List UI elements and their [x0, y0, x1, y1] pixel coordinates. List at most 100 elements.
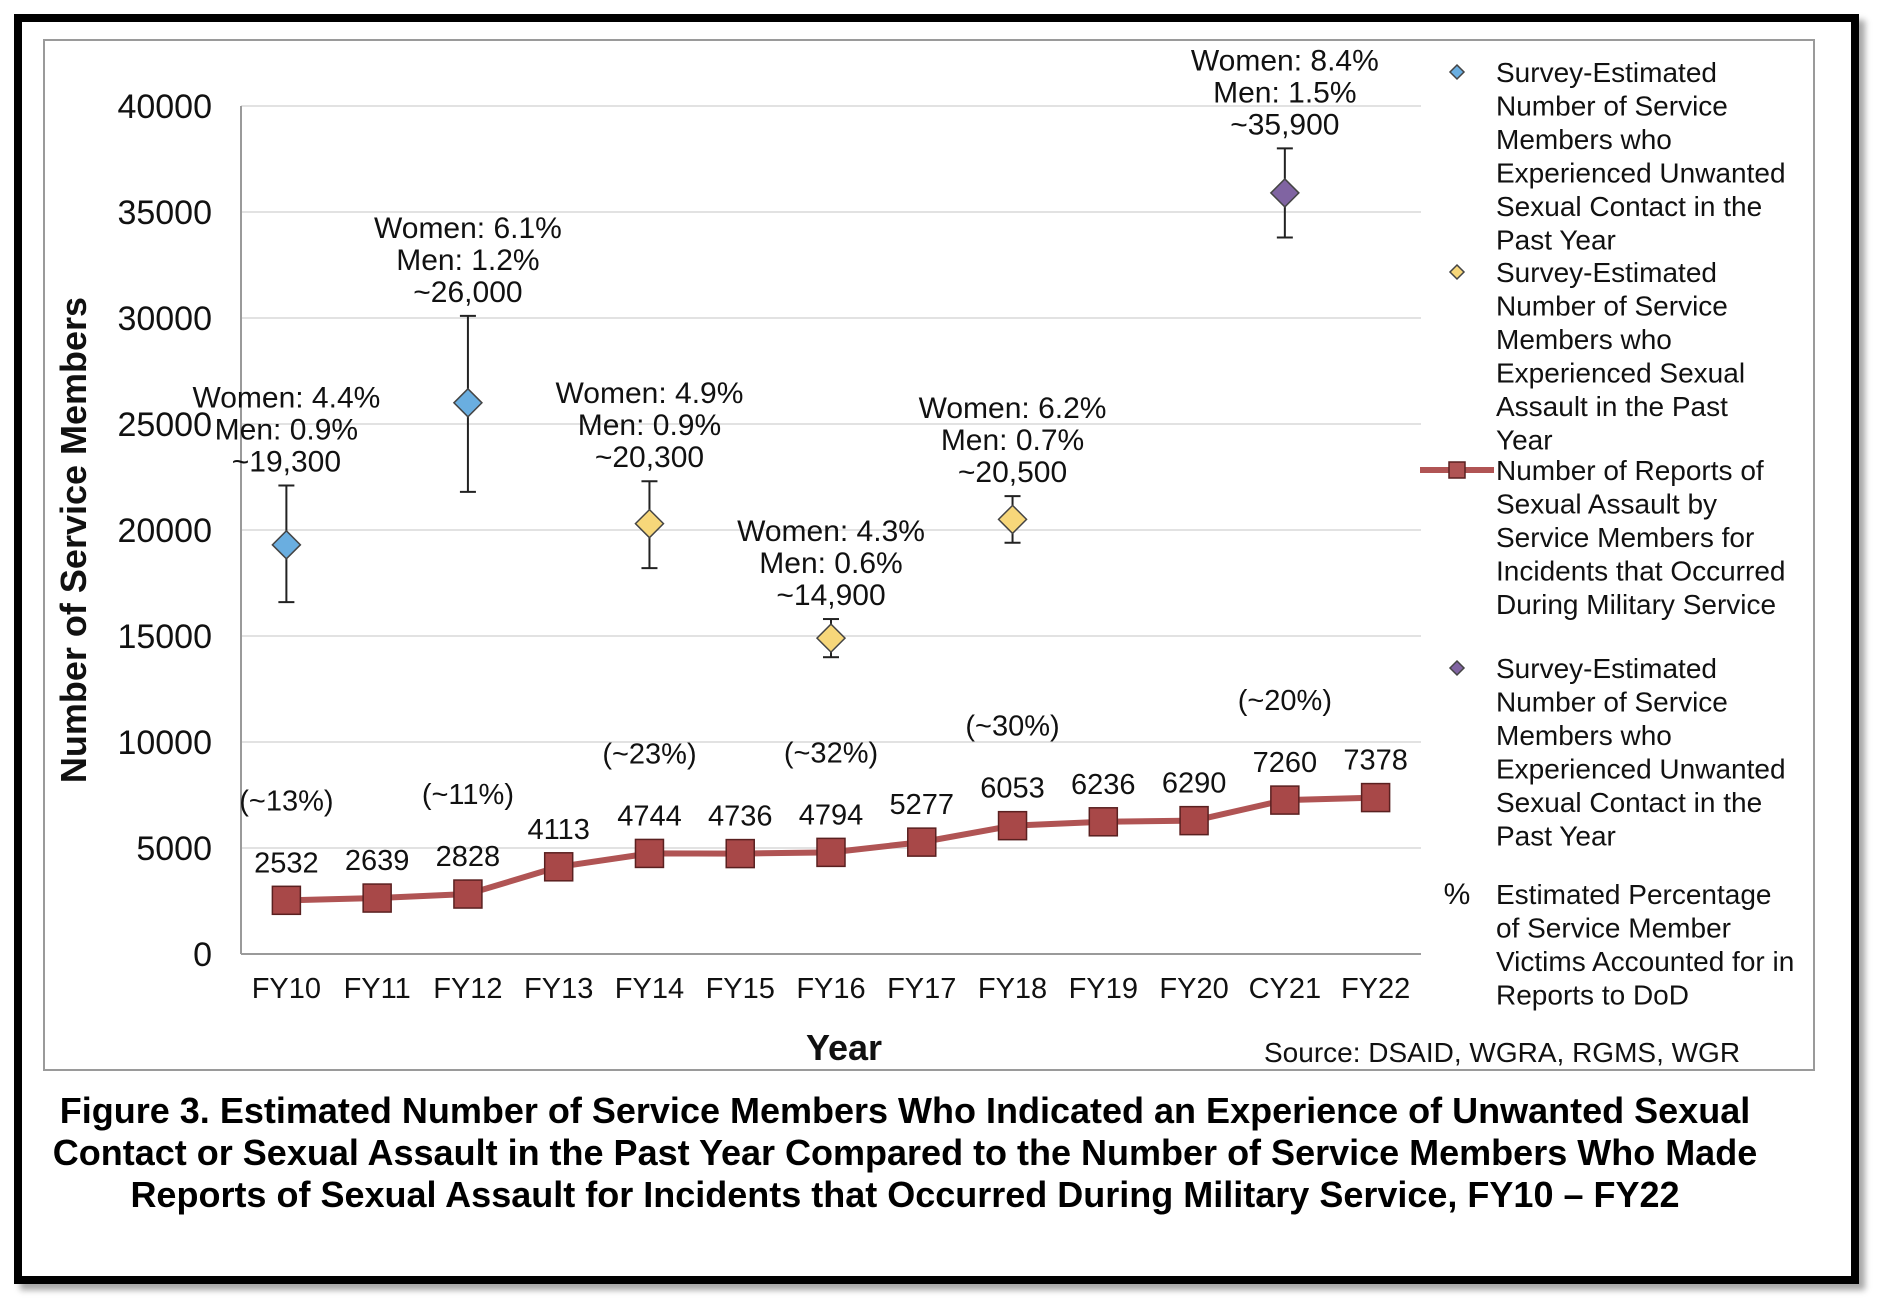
estimate-annotation: ~20,500: [958, 456, 1067, 489]
percentage-label: (~11%): [422, 779, 514, 811]
legend-text-line: Incidents that Occurred: [1496, 556, 1785, 587]
percentage-label: (~20%): [1238, 685, 1332, 717]
source-note: Source: DSAID, WGRA, RGMS, WGR: [1264, 1037, 1740, 1068]
gridlines: [240, 105, 1421, 955]
x-axis-ticks: FY10 FY11 FY12 FY13 FY14 FY15 FY16 FY17 FY18 FY19…: [252, 973, 1411, 1005]
legend-text-line: Year: [1496, 425, 1553, 456]
figure-frame: [14, 14, 1859, 1284]
x-tick-label: FY15: [706, 973, 775, 1005]
legend-text-line: Survey-Estimated: [1496, 257, 1717, 288]
plot-border: [43, 39, 1815, 1071]
legend-text-line: Assault in the Past: [1496, 391, 1728, 422]
y-axis-label: Number of Service Members: [53, 297, 94, 783]
percentage-label: (~13%): [239, 785, 333, 817]
estimate-annotation: Women: 4.4%: [192, 381, 380, 414]
reports-marker: [1360, 782, 1391, 813]
reports-data-label: 6236: [1071, 769, 1136, 801]
reports-marker: [816, 837, 846, 868]
legend-diamond-icon: [1448, 63, 1466, 81]
y-tick-label: 20000: [117, 512, 212, 550]
estimate-annotation: Women: 4.9%: [556, 377, 744, 410]
estimate-annotation: Men: 0.6%: [759, 547, 902, 580]
y-tick-label: 10000: [117, 724, 212, 762]
legend-text-line: Members who: [1496, 720, 1672, 751]
y-tick-label: 25000: [117, 406, 212, 444]
survey-estimate-diamond: [815, 623, 847, 654]
y-tick-label: 5000: [136, 830, 212, 868]
legend-text-line: Number of Reports of: [1496, 455, 1764, 486]
y-tick-label: 35000: [117, 194, 212, 232]
estimate-annotation: Women: 6.1%: [374, 212, 562, 245]
percentage-label: (~23%): [602, 738, 696, 770]
x-tick-label: CY21: [1249, 973, 1322, 1005]
x-axis-label: Year: [806, 1027, 882, 1068]
x-tick-label: FY11: [344, 973, 411, 1005]
legend-text-line: Experienced Sexual: [1496, 358, 1745, 389]
reports-data-label: 6290: [1162, 768, 1227, 800]
legend-text-line: Survey-Estimated: [1496, 57, 1717, 88]
estimate-annotation: ~19,300: [232, 445, 341, 478]
survey-estimate-diamond: [271, 529, 302, 560]
estimate-annotation: ~26,000: [413, 276, 522, 309]
reports-marker: [271, 885, 302, 916]
legend-diamond-icon: [1448, 263, 1466, 281]
legend-text-line: During Military Service: [1496, 589, 1776, 620]
survey-estimate-diamond: [634, 508, 665, 539]
x-tick-label: FY10: [252, 973, 321, 1005]
reports-data-label: 4744: [617, 800, 682, 832]
reports-marker: [634, 838, 665, 869]
reports-data-label: 4113: [528, 814, 590, 846]
percentage-label: (~32%): [784, 737, 878, 769]
legend-text-line: Estimated Percentage: [1496, 879, 1772, 910]
reports-marker: [907, 827, 937, 857]
legend-text-line: Sexual Contact in the: [1496, 787, 1762, 818]
legend-percent-icon: %: [1444, 878, 1471, 911]
x-tick-label: FY19: [1069, 973, 1138, 1005]
legend-square-icon: [1448, 461, 1466, 479]
legend-text-line: Past Year: [1496, 821, 1616, 852]
reports-data-label: 4736: [708, 801, 773, 833]
legend-text-line: Number of Service: [1496, 687, 1728, 718]
reports-data-label: 2532: [254, 847, 319, 879]
reports-data-label: 4794: [799, 799, 864, 831]
estimate-annotation: ~35,900: [1230, 108, 1339, 141]
x-tick-label: FY13: [524, 973, 593, 1005]
legend-text-line: Past Year: [1496, 225, 1616, 256]
legend-text-line: Members who: [1496, 124, 1672, 155]
legend-text-line: of Service Member: [1496, 913, 1731, 944]
estimate-annotation: Men: 1.5%: [1213, 76, 1356, 109]
percentage-label: (~30%): [965, 711, 1059, 743]
reports-data-label: 7260: [1253, 747, 1318, 779]
reports-data-label: 7378: [1343, 745, 1408, 777]
legend-text-line: Experienced Unwanted: [1496, 754, 1786, 785]
legend-text-line: Number of Service: [1496, 291, 1728, 322]
reports-marker: [1270, 785, 1300, 815]
reports-marker: [997, 810, 1028, 841]
reports-data-label: 2828: [436, 841, 501, 873]
reports-marker: [362, 883, 392, 913]
y-axis-ticks: 0 5000 10000 15000 20000 25000 30000 35000 40000: [117, 88, 212, 974]
legend-text-line: Victims Accounted for in: [1496, 946, 1794, 977]
legend-text-line: Members who: [1496, 324, 1672, 355]
legend-text-line: Sexual Contact in the: [1496, 191, 1762, 222]
estimate-annotation: Men: 1.2%: [396, 244, 539, 277]
reports-marker: [453, 879, 483, 909]
legend-text-line: Number of Service: [1496, 91, 1728, 122]
x-tick-label: FY18: [978, 973, 1047, 1005]
x-tick-label: FY20: [1159, 973, 1228, 1005]
y-tick-label: 40000: [117, 88, 212, 126]
chart: 0 5000 10000 15000 20000 25000 30000 35000 40000…: [43, 39, 1815, 1071]
reports-marker: [1179, 805, 1209, 836]
x-tick-label: FY17: [887, 973, 956, 1005]
y-tick-label: 15000: [117, 618, 212, 656]
survey-estimate-diamond: [452, 387, 483, 418]
x-tick-label: FY12: [433, 973, 502, 1005]
reports-data-label: 5277: [890, 789, 955, 821]
reports-data-label: 2639: [345, 845, 410, 877]
estimate-annotation: Men: 0.9%: [578, 409, 721, 442]
legend-text-line: Survey-Estimated: [1496, 653, 1717, 684]
reports-marker: [725, 838, 755, 869]
survey-estimate-diamond: [997, 504, 1028, 535]
